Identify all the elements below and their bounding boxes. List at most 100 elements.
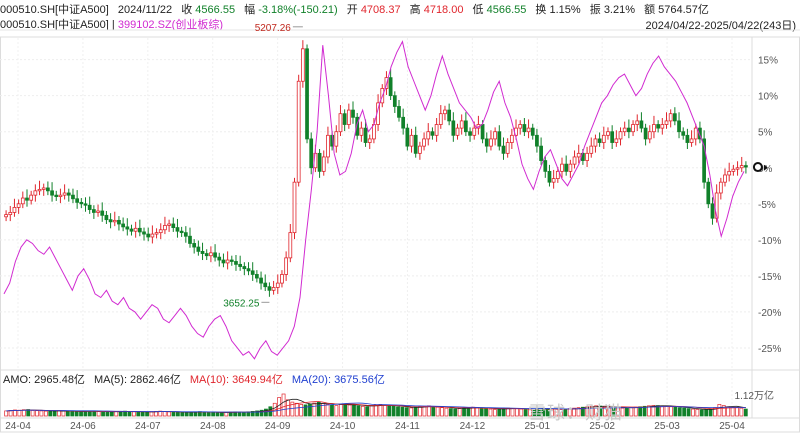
x-tick-label: 25-03 bbox=[654, 421, 680, 432]
candle-body bbox=[413, 134, 418, 154]
volume-bar bbox=[290, 401, 295, 417]
amplitude-label: 振 bbox=[589, 4, 601, 16]
x-tick-label: 25-02 bbox=[589, 421, 615, 432]
volume-bar bbox=[343, 403, 348, 417]
candle-body bbox=[656, 124, 660, 129]
volume-bar bbox=[404, 407, 409, 417]
candle-body bbox=[317, 152, 322, 172]
volume-bar bbox=[30, 410, 35, 417]
candle-body bbox=[267, 286, 272, 291]
candle-body bbox=[259, 277, 263, 284]
volume-bar bbox=[669, 406, 673, 417]
candle-body bbox=[664, 120, 669, 125]
volume-bar bbox=[176, 411, 180, 417]
candle-body bbox=[66, 192, 71, 196]
x-tick-label: 25-01 bbox=[524, 421, 550, 432]
volume-bar bbox=[448, 408, 453, 417]
current-point-marker bbox=[752, 162, 763, 173]
volume-bar bbox=[74, 411, 79, 417]
x-tick-label: 24-04 bbox=[5, 421, 31, 432]
volume-bar bbox=[413, 406, 418, 417]
volume-bar bbox=[589, 405, 594, 417]
legend-compare-series[interactable]: 399102.SZ(创业板综) bbox=[117, 19, 223, 31]
volume-bar bbox=[686, 408, 691, 417]
candle-body bbox=[668, 113, 673, 122]
candle-body bbox=[560, 163, 564, 172]
amount-label: 额 bbox=[644, 4, 656, 16]
candle-body bbox=[723, 174, 727, 183]
candle-body bbox=[321, 156, 326, 172]
x-tick-label: 24-06 bbox=[70, 421, 96, 432]
high-value: 4718.00 bbox=[423, 4, 464, 16]
candle-body bbox=[718, 181, 723, 194]
candle-body bbox=[137, 227, 142, 233]
candle-body bbox=[58, 194, 63, 197]
volume-bar bbox=[422, 405, 427, 417]
candle-body bbox=[627, 127, 631, 133]
volume-bar bbox=[400, 406, 405, 417]
candle-body bbox=[731, 168, 736, 172]
candle-body bbox=[635, 120, 640, 125]
volume-bar bbox=[660, 405, 665, 417]
volume-bar bbox=[572, 407, 576, 417]
candle-body bbox=[610, 131, 615, 143]
candle-body bbox=[647, 131, 652, 140]
candle-body bbox=[263, 282, 268, 288]
candle-body bbox=[112, 219, 117, 223]
candle-body bbox=[359, 127, 364, 136]
candle-body bbox=[455, 127, 460, 136]
x-tick-label: 24-08 bbox=[200, 421, 226, 432]
volume-bar bbox=[633, 406, 638, 417]
volume-bar bbox=[462, 407, 466, 417]
volume-bar bbox=[387, 405, 392, 417]
candle-body bbox=[275, 282, 280, 288]
volume-bar bbox=[501, 408, 506, 417]
volume-bar bbox=[109, 411, 114, 417]
volume-bar bbox=[510, 408, 515, 417]
volume-bar bbox=[418, 406, 422, 417]
candle-body bbox=[367, 138, 372, 143]
volume-bar bbox=[497, 408, 502, 417]
candle-body bbox=[229, 259, 234, 262]
y-tick-label: 10% bbox=[758, 92, 778, 103]
volume-bar bbox=[189, 411, 193, 417]
volume-bar bbox=[426, 405, 431, 417]
volume-bar bbox=[594, 405, 599, 417]
candle-body bbox=[75, 198, 80, 203]
candle-body bbox=[631, 124, 635, 133]
candle-body bbox=[309, 138, 314, 169]
candle-body bbox=[154, 232, 159, 235]
candle-body bbox=[464, 120, 468, 133]
volume-bar bbox=[677, 407, 682, 417]
candle-body bbox=[217, 256, 222, 261]
turnover-value: 1.15% bbox=[549, 4, 581, 16]
candle-body bbox=[606, 131, 610, 136]
volume-bar bbox=[316, 401, 321, 417]
volume-bar bbox=[374, 404, 378, 417]
candle-body bbox=[518, 124, 523, 129]
candle-body bbox=[363, 127, 368, 143]
volume-bar bbox=[211, 412, 216, 417]
volume-bar bbox=[215, 412, 220, 417]
legend-main-series[interactable]: 000510.SH[中证A500] bbox=[0, 19, 109, 31]
amplitude-value: 3.21% bbox=[603, 4, 636, 16]
volume-bar bbox=[365, 406, 370, 417]
candle-body bbox=[288, 232, 293, 259]
close-label: 收 bbox=[181, 4, 193, 16]
amount-value: 5764.57亿 bbox=[658, 4, 709, 16]
low-label: 低 bbox=[472, 4, 484, 16]
candle-body bbox=[547, 170, 552, 183]
volume-bar bbox=[735, 407, 739, 417]
volume-bar bbox=[721, 405, 726, 417]
volume-bar bbox=[259, 409, 264, 417]
candle-body bbox=[426, 131, 431, 140]
candle-body bbox=[175, 227, 180, 232]
candle-body bbox=[484, 138, 489, 147]
volume-bar bbox=[264, 408, 268, 417]
candle-body bbox=[388, 77, 393, 97]
candle-body bbox=[530, 127, 535, 136]
candle-body bbox=[459, 120, 464, 129]
candle-body bbox=[501, 145, 506, 154]
candle-body bbox=[142, 231, 146, 235]
